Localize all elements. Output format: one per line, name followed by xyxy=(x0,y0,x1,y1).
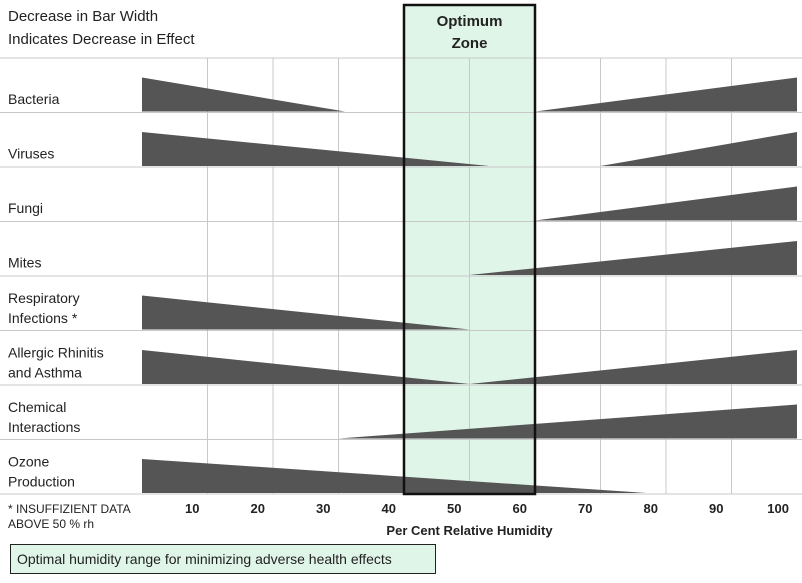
row-label: Bacteria xyxy=(8,91,60,107)
optimum-zone-border xyxy=(402,3,537,496)
effect-wedge xyxy=(535,77,797,112)
x-tick-label: 40 xyxy=(382,501,396,516)
row-label: Fungi xyxy=(8,200,43,216)
row-label: Production xyxy=(8,474,75,490)
x-tick-label: 10 xyxy=(185,501,199,516)
effect-wedge xyxy=(142,295,470,330)
effect-wedge xyxy=(469,350,797,384)
row-label: Mites xyxy=(8,255,41,271)
footnote-line-1: * INSUFFIZIENT DATA xyxy=(8,502,131,516)
effect-wedge xyxy=(142,77,346,112)
optimum-zone-label-2: Zone xyxy=(452,35,488,52)
effect-wedge xyxy=(600,132,797,166)
caption-box: Optimal humidity range for minimizing ad… xyxy=(10,544,436,574)
x-axis-label: Per Cent Relative Humidity xyxy=(386,523,553,538)
x-tick-label: 80 xyxy=(644,501,658,516)
x-tick-label: 50 xyxy=(447,501,461,516)
row-label: Allergic Rhinitis xyxy=(8,345,104,361)
x-tick-label: 20 xyxy=(251,501,265,516)
header-line-2: Indicates Decrease in Effect xyxy=(8,31,195,48)
effect-wedge xyxy=(142,132,490,166)
row-label: Ozone xyxy=(8,454,49,470)
x-tick-label: 90 xyxy=(709,501,723,516)
row-label: Chemical xyxy=(8,399,66,415)
effect-wedge xyxy=(338,404,797,439)
row-label: and Asthma xyxy=(8,365,82,381)
row-label: Viruses xyxy=(8,146,54,162)
effect-wedge xyxy=(142,350,470,384)
row-label: Interactions xyxy=(8,419,80,435)
effect-wedge xyxy=(469,241,797,275)
x-tick-label: 100 xyxy=(767,501,789,516)
x-tick-label: 30 xyxy=(316,501,330,516)
footnote-line-2: ABOVE 50 % rh xyxy=(8,517,95,531)
row-label: Infections * xyxy=(8,310,78,326)
optimum-zone-label-1: Optimum xyxy=(437,13,503,30)
effect-wedge xyxy=(535,186,797,221)
x-tick-label: 60 xyxy=(513,501,527,516)
row-label: Respiratory xyxy=(8,290,80,306)
header-line-1: Decrease in Bar Width xyxy=(8,8,159,25)
effect-wedge xyxy=(142,459,647,493)
x-tick-label: 70 xyxy=(578,501,592,516)
